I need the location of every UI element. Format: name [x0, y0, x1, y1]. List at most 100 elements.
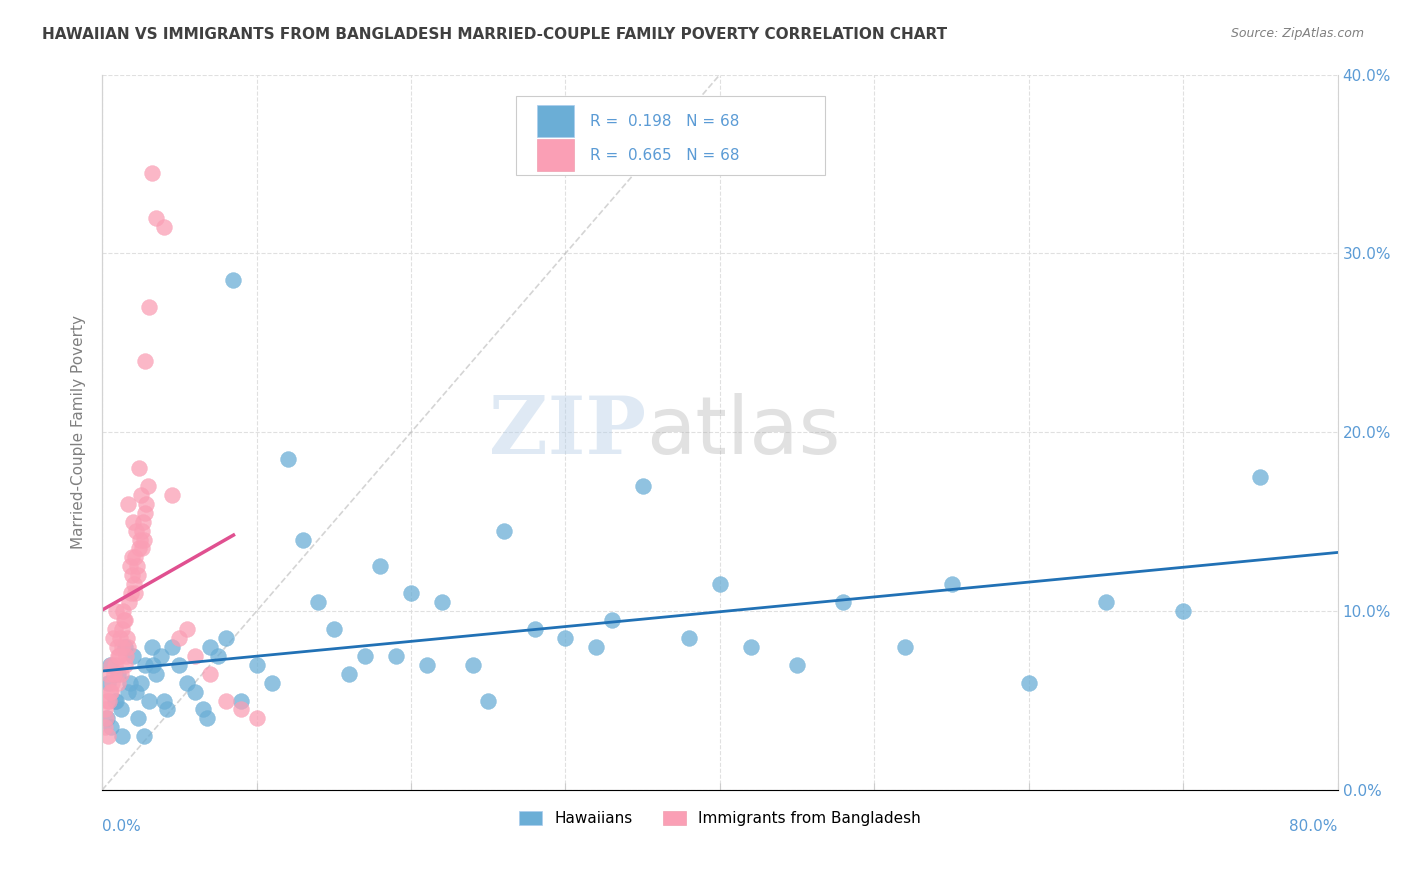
Point: [145, 666, 167, 681]
Point: [103, 666, 125, 681]
Point: [523, 622, 546, 636]
Point: [832, 595, 855, 609]
Text: ZIP: ZIP: [489, 393, 645, 471]
Point: [132, 533, 155, 547]
Point: [104, 657, 127, 672]
Point: [135, 497, 157, 511]
Point: [107, 648, 129, 663]
Point: [191, 702, 214, 716]
FancyBboxPatch shape: [537, 139, 574, 171]
Point: [291, 533, 314, 547]
Point: [129, 488, 152, 502]
Point: [107, 675, 129, 690]
Point: [125, 684, 148, 698]
Point: [118, 559, 141, 574]
Point: [160, 640, 183, 654]
Point: [307, 595, 329, 609]
Point: [384, 648, 406, 663]
Point: [121, 568, 143, 582]
Point: [231, 693, 253, 707]
Point: [124, 550, 146, 565]
Point: [231, 702, 253, 716]
Point: [215, 693, 238, 707]
Point: [101, 631, 124, 645]
Point: [127, 568, 149, 582]
Point: [554, 631, 576, 645]
Point: [276, 452, 298, 467]
Point: [111, 640, 134, 654]
Point: [145, 211, 167, 225]
Point: [127, 711, 149, 725]
Point: [477, 693, 499, 707]
Point: [94, 711, 117, 725]
Point: [100, 684, 122, 698]
Point: [153, 219, 176, 234]
Point: [125, 559, 148, 574]
Point: [118, 675, 141, 690]
Point: [108, 631, 131, 645]
Point: [160, 488, 183, 502]
Point: [121, 550, 143, 565]
Point: [105, 604, 128, 618]
Point: [124, 586, 146, 600]
Point: [94, 702, 117, 716]
Point: [941, 577, 963, 591]
Point: [117, 497, 139, 511]
Point: [631, 479, 654, 493]
Point: [1018, 675, 1040, 690]
Point: [176, 675, 198, 690]
Text: R =  0.665   N = 68: R = 0.665 N = 68: [591, 148, 740, 163]
Point: [138, 300, 160, 314]
Point: [141, 640, 163, 654]
Point: [117, 640, 139, 654]
Point: [136, 479, 159, 493]
Point: [430, 595, 453, 609]
Point: [100, 720, 122, 734]
Point: [107, 666, 129, 681]
Point: [246, 657, 269, 672]
Point: [138, 693, 160, 707]
Point: [585, 640, 607, 654]
Point: [100, 657, 122, 672]
Point: [353, 648, 375, 663]
Point: [112, 604, 135, 618]
Text: HAWAIIAN VS IMMIGRANTS FROM BANGLADESH MARRIED-COUPLE FAMILY POVERTY CORRELATION: HAWAIIAN VS IMMIGRANTS FROM BANGLADESH M…: [42, 27, 948, 42]
Point: [122, 648, 145, 663]
Point: [129, 675, 152, 690]
Point: [894, 640, 917, 654]
Point: [222, 273, 245, 287]
Point: [200, 666, 222, 681]
Point: [105, 693, 128, 707]
Point: [128, 541, 150, 556]
Text: R =  0.198   N = 68: R = 0.198 N = 68: [591, 113, 740, 128]
Point: [176, 622, 198, 636]
Point: [132, 729, 155, 743]
Point: [122, 515, 145, 529]
Point: [415, 657, 437, 672]
Point: [195, 711, 218, 725]
Point: [600, 613, 623, 627]
FancyBboxPatch shape: [516, 96, 825, 175]
Point: [169, 657, 191, 672]
Text: 0.0%: 0.0%: [103, 819, 141, 833]
Point: [131, 524, 153, 538]
Point: [115, 648, 138, 663]
Point: [108, 648, 131, 663]
Point: [120, 586, 142, 600]
Point: [207, 648, 229, 663]
Point: [153, 693, 176, 707]
Point: [118, 595, 141, 609]
Point: [132, 515, 155, 529]
Point: [110, 666, 132, 681]
Point: [103, 693, 125, 707]
Point: [1095, 595, 1118, 609]
Point: [134, 506, 156, 520]
Point: [134, 657, 156, 672]
Point: [149, 648, 172, 663]
Point: [492, 524, 515, 538]
Point: [125, 524, 148, 538]
Point: [184, 648, 207, 663]
Point: [114, 657, 136, 672]
Point: [98, 684, 121, 698]
Point: [114, 640, 136, 654]
